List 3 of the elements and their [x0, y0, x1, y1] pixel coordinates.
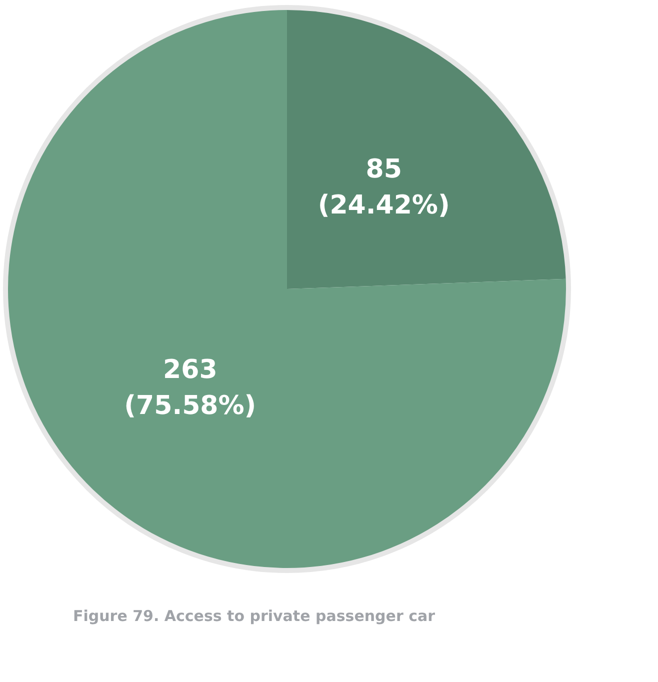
data-label: 263 (75.58%) [124, 355, 256, 422]
caption: Figure 79. Access to private passenger car [73, 607, 435, 625]
data-label: 85 (24.42%) [318, 154, 450, 220]
